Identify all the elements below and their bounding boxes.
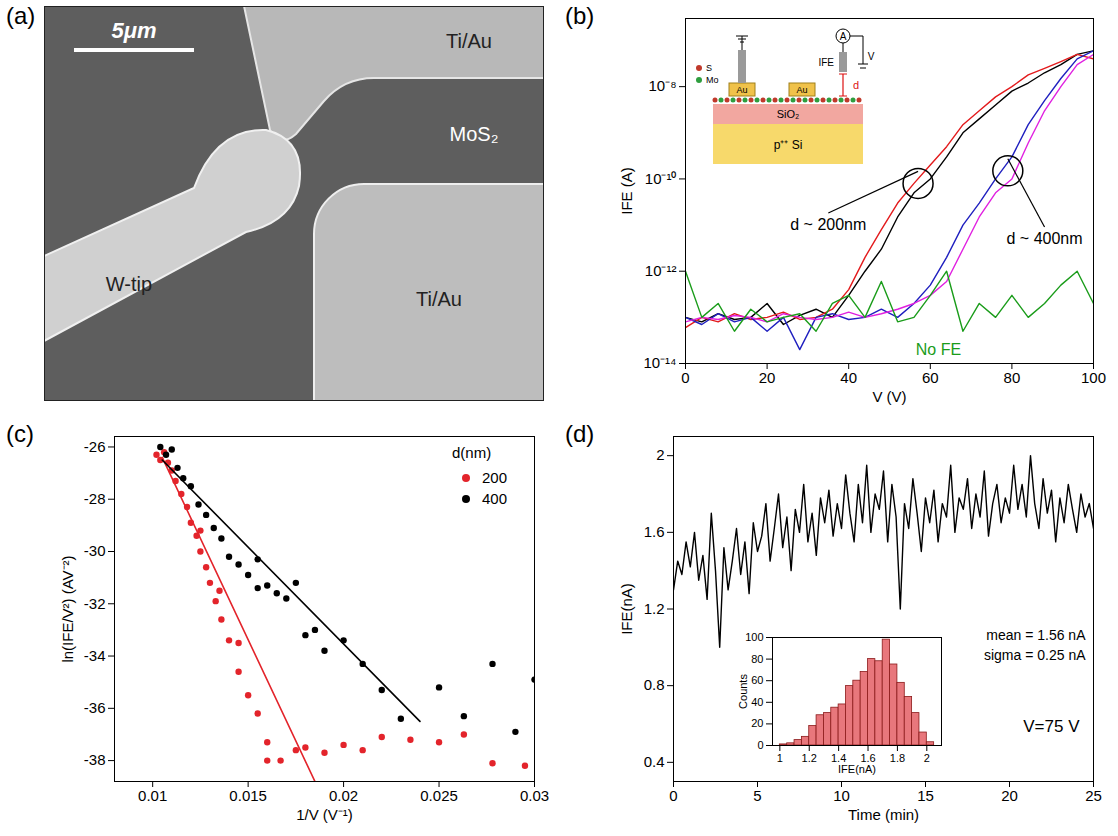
svg-text:10⁻⁸: 10⁻⁸	[648, 77, 676, 94]
html-text:(c): (c)	[6, 420, 34, 447]
svg-text:1.2: 1.2	[644, 600, 665, 617]
html-text:(b): (b)	[565, 2, 595, 29]
svg-text:IFE(nA): IFE(nA)	[618, 583, 635, 635]
svg-text:SiO₂: SiO₂	[777, 108, 800, 120]
svg-text:0: 0	[757, 739, 763, 751]
svg-text:S: S	[706, 63, 712, 73]
svg-text:d: d	[853, 79, 859, 91]
svg-text:MoS₂: MoS₂	[450, 123, 499, 145]
svg-text:80: 80	[1004, 369, 1021, 386]
svg-text:60: 60	[922, 369, 939, 386]
svg-text:W-tip: W-tip	[106, 273, 152, 295]
svg-text:10⁻¹²: 10⁻¹²	[645, 262, 677, 279]
svg-text:20: 20	[751, 717, 763, 729]
svg-text:2: 2	[656, 446, 664, 463]
svg-text:0.025: 0.025	[420, 787, 458, 804]
svg-text:400: 400	[482, 490, 507, 507]
svg-text:Time (min): Time (min)	[848, 806, 919, 823]
svg-text:5: 5	[753, 787, 761, 804]
svg-text:10⁻¹⁴: 10⁻¹⁴	[643, 354, 676, 371]
svg-text:-32: -32	[84, 595, 106, 612]
svg-text:p⁺⁺ Si: p⁺⁺ Si	[774, 138, 803, 152]
svg-text:0.015: 0.015	[229, 787, 267, 804]
svg-text:80: 80	[751, 653, 763, 665]
svg-text:10⁻¹⁰: 10⁻¹⁰	[645, 170, 677, 187]
svg-text:100: 100	[745, 631, 763, 643]
svg-text:Counts: Counts	[737, 674, 749, 709]
html-text:(d): (d)	[565, 420, 595, 447]
svg-text:20: 20	[759, 369, 776, 386]
svg-text:1.2: 1.2	[802, 752, 817, 764]
svg-text:Au: Au	[796, 85, 807, 95]
svg-text:-34: -34	[84, 647, 106, 664]
svg-text:Au: Au	[736, 85, 747, 95]
html-text:(a): (a)	[6, 2, 36, 29]
svg-text:25: 25	[1085, 787, 1102, 804]
svg-text:10: 10	[833, 787, 850, 804]
svg-text:-28: -28	[84, 490, 106, 507]
svg-text:1: 1	[777, 752, 783, 764]
svg-text:IFE (A): IFE (A)	[618, 167, 635, 215]
svg-text:mean = 1.56 nA: mean = 1.56 nA	[986, 627, 1086, 643]
svg-text:No FE: No FE	[916, 341, 961, 358]
svg-text:0: 0	[681, 369, 689, 386]
svg-text:200: 200	[482, 469, 507, 486]
svg-text:1.6: 1.6	[644, 523, 665, 540]
svg-text:V=75 V: V=75 V	[1023, 717, 1080, 736]
svg-text:Mo: Mo	[706, 75, 719, 85]
svg-text:40: 40	[751, 696, 763, 708]
svg-text:0.8: 0.8	[644, 676, 665, 693]
svg-text:0.4: 0.4	[644, 753, 665, 770]
svg-text:-38: -38	[84, 751, 106, 768]
svg-text:-30: -30	[84, 542, 106, 559]
svg-text:Ti/Au: Ti/Au	[416, 288, 462, 310]
svg-text:5μm: 5μm	[111, 18, 156, 43]
svg-text:60: 60	[751, 674, 763, 686]
svg-text:-26: -26	[84, 438, 106, 455]
svg-text:sigma = 0.25 nA: sigma = 0.25 nA	[984, 647, 1086, 663]
svg-text:0.01: 0.01	[138, 787, 167, 804]
svg-text:IFE(nA): IFE(nA)	[838, 763, 876, 775]
svg-text:15: 15	[917, 787, 934, 804]
svg-text:0: 0	[669, 787, 677, 804]
svg-text:V (V): V (V)	[872, 388, 906, 405]
svg-text:100: 100	[1081, 369, 1106, 386]
svg-text:1.6: 1.6	[860, 752, 876, 765]
svg-text:A: A	[840, 31, 847, 42]
svg-text:1/V (V⁻¹): 1/V (V⁻¹)	[296, 806, 353, 823]
svg-text:40: 40	[840, 369, 857, 386]
svg-text:d ~ 200nm: d ~ 200nm	[790, 216, 866, 233]
svg-text:Ti/Au: Ti/Au	[446, 30, 492, 52]
svg-text:d ~ 400nm: d ~ 400nm	[1007, 230, 1083, 247]
svg-text:IFE: IFE	[818, 57, 834, 68]
svg-text:d(nm): d(nm)	[452, 444, 491, 461]
svg-text:0.03: 0.03	[520, 787, 549, 804]
svg-text:-36: -36	[84, 699, 106, 716]
svg-text:1.4: 1.4	[831, 752, 847, 765]
svg-text:20: 20	[1001, 787, 1018, 804]
svg-text:0.02: 0.02	[329, 787, 358, 804]
svg-text:1.8: 1.8	[890, 752, 905, 764]
svg-text:2: 2	[924, 752, 930, 764]
svg-text:ln(IFE/V²) (AV⁻²): ln(IFE/V²) (AV⁻²)	[59, 555, 76, 662]
svg-text:V: V	[868, 51, 875, 62]
